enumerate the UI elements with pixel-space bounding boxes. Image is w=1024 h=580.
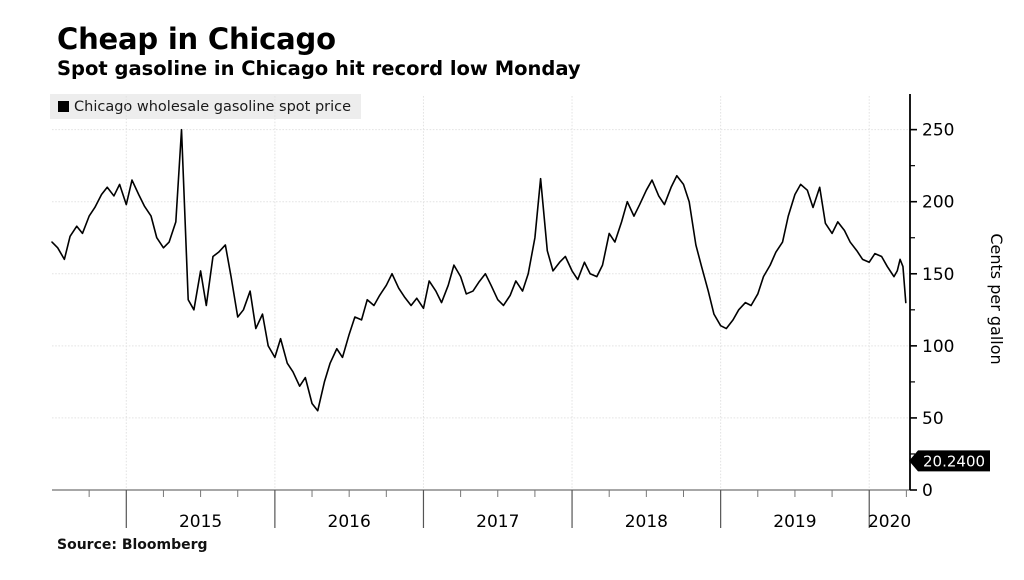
- page-title: Cheap in Chicago: [57, 22, 336, 56]
- svg-text:2019: 2019: [773, 512, 816, 532]
- svg-text:2020: 2020: [868, 512, 911, 532]
- svg-text:150: 150: [922, 265, 954, 285]
- svg-text:Cents per gallon: Cents per gallon: [987, 233, 1006, 364]
- source-note: Source: Bloomberg: [57, 537, 208, 553]
- svg-text:0: 0: [922, 481, 933, 501]
- svg-text:200: 200: [922, 193, 954, 213]
- axes: 0 50 100 150 200 250 2015 2016 2017 2018 2019 2020 C…: [52, 94, 1006, 532]
- series-line: [51, 128, 907, 412]
- page-subtitle: Spot gasoline in Chicago hit record low …: [57, 57, 581, 80]
- svg-text:250: 250: [922, 121, 954, 141]
- legend-series-label: Chicago wholesale gasoline spot price: [74, 98, 352, 115]
- legend-marker-icon: [58, 101, 69, 112]
- svg-text:2017: 2017: [476, 512, 519, 532]
- svg-text:2016: 2016: [328, 512, 371, 532]
- last-value-callout: 20.2400: [909, 450, 990, 472]
- svg-text:20.2400: 20.2400: [923, 452, 985, 470]
- svg-text:50: 50: [922, 409, 944, 429]
- chart-legend: Chicago wholesale gasoline spot price: [50, 94, 362, 119]
- svg-text:100: 100: [922, 337, 954, 357]
- svg-text:2018: 2018: [625, 512, 668, 532]
- svg-text:2015: 2015: [179, 512, 222, 532]
